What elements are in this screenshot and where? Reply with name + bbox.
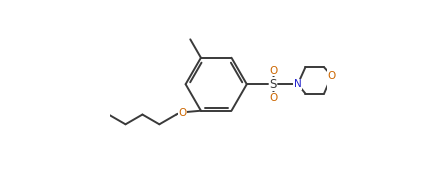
Text: N: N	[294, 79, 302, 89]
Text: O: O	[270, 66, 278, 76]
Text: S: S	[269, 78, 277, 91]
Text: O: O	[178, 108, 186, 118]
Text: O: O	[328, 71, 336, 81]
Text: O: O	[270, 93, 278, 103]
